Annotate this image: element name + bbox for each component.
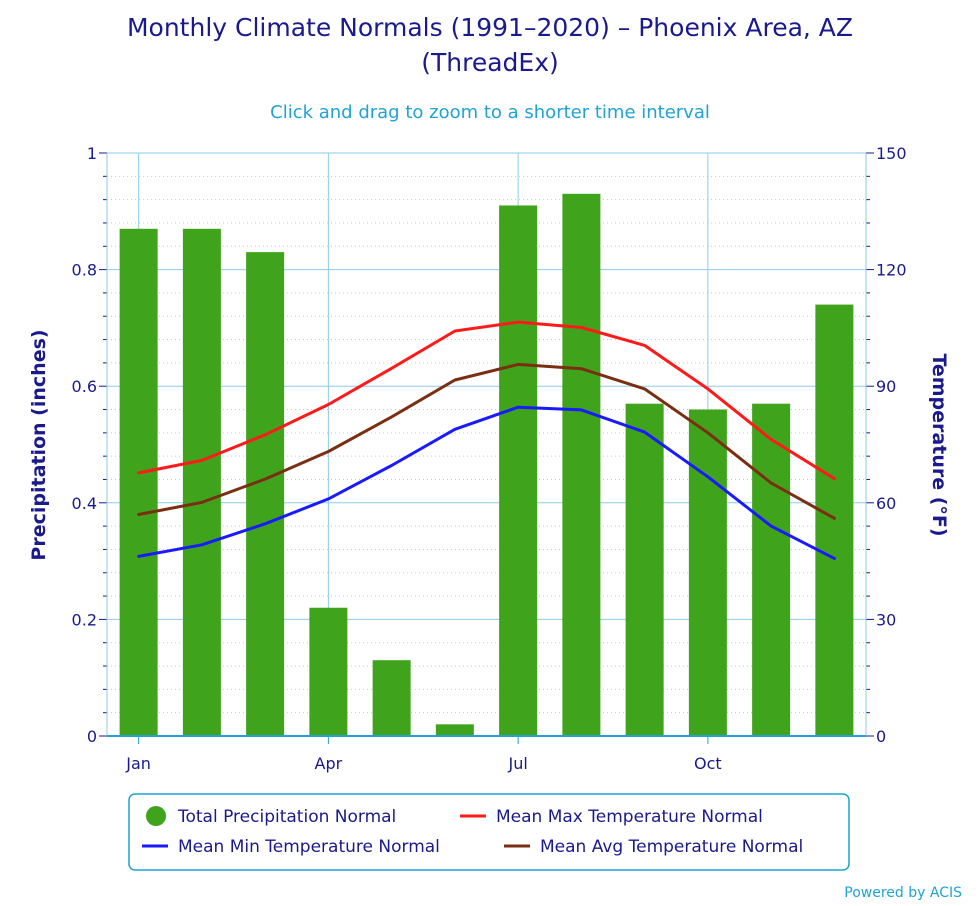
precipitation-bars [119, 193, 854, 737]
y-right-tick-label: 30 [876, 610, 896, 629]
legend[interactable]: Total Precipitation Normal Mean Max Tempe… [142, 806, 803, 857]
y-left-tick-label: 0.8 [72, 261, 97, 280]
precipitation-bar-feb[interactable] [182, 228, 221, 737]
x-tick-label: Jan [125, 754, 151, 773]
y-right-tick-label: 150 [876, 144, 907, 163]
chart-subtitle: Click and drag to zoom to a shorter time… [270, 102, 710, 123]
y-right-tick-label: 90 [876, 377, 896, 396]
y-right-tick-label: 120 [876, 261, 907, 280]
y-right-axis-title: Temperature (°F) [928, 353, 950, 536]
precipitation-bar-jul[interactable] [499, 205, 538, 737]
legend-box [128, 793, 850, 871]
temperature-lines [137, 320, 836, 560]
y-left-tick-label: 0 [87, 727, 97, 746]
powered-by-acis-link[interactable]: Powered by ACIS [844, 885, 962, 901]
y-right-tick-label: 0 [876, 727, 886, 746]
y-left-tick-label: 0.2 [72, 610, 97, 629]
x-tick-label: Jul [507, 754, 527, 773]
legend-label-mean-avg-temperature-normal[interactable]: Mean Avg Temperature Normal [540, 837, 803, 857]
y-left-tick-label: 0.4 [72, 494, 97, 513]
legend-symbol-total-precipitation-normal [146, 806, 166, 826]
y-left-axis-title: Precipitation (inches) [28, 329, 50, 560]
y-left-tick-label: 1 [87, 144, 97, 163]
precipitation-bar-jan[interactable] [119, 228, 158, 737]
legend-label-total-precipitation-normal[interactable]: Total Precipitation Normal [177, 807, 396, 827]
precipitation-bar-apr[interactable] [309, 607, 348, 736]
legend-label-mean-max-temperature-normal[interactable]: Mean Max Temperature Normal [496, 807, 763, 827]
x-tick-label: Apr [315, 754, 343, 773]
precipitation-bar-nov[interactable] [752, 403, 791, 736]
mean-avg-temperature-normal-line[interactable] [137, 362, 836, 520]
plot-axes: 0 0.2 0.4 0.6 0.8 1 0 30 60 90 120 150 Jan Apr Jul Oct [72, 144, 907, 773]
y-left-tick-label: 0.6 [72, 377, 97, 396]
chart-title-line-2: (ThreadEx) [421, 48, 559, 77]
y-right-tick-label: 60 [876, 494, 896, 513]
mean-max-temperature-normal-line[interactable] [137, 320, 836, 481]
precipitation-bar-aug[interactable] [562, 193, 601, 736]
precipitation-bar-mar[interactable] [246, 252, 285, 737]
precipitation-bar-jun[interactable] [435, 724, 474, 736]
chart-title-line-1: Monthly Climate Normals (1991–2020) – Ph… [127, 13, 853, 42]
precipitation-bar-may[interactable] [372, 660, 411, 736]
precipitation-bar-sep[interactable] [625, 403, 664, 736]
legend-label-mean-min-temperature-normal[interactable]: Mean Min Temperature Normal [178, 837, 440, 857]
x-tick-label: Oct [694, 754, 722, 773]
mean-min-temperature-normal-line[interactable] [137, 405, 836, 560]
precipitation-bar-dec[interactable] [815, 304, 854, 736]
precipitation-bar-oct[interactable] [688, 409, 727, 736]
